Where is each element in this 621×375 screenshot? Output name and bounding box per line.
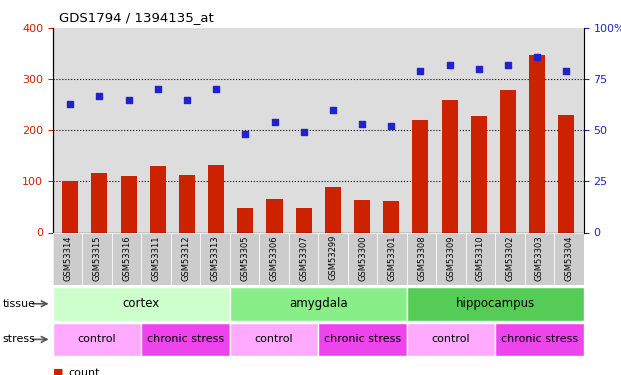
- Bar: [319, 232, 348, 285]
- Text: chronic stress: chronic stress: [501, 334, 578, 344]
- Point: [328, 107, 338, 113]
- Bar: [407, 287, 584, 321]
- Bar: [466, 232, 496, 285]
- Text: GSM53309: GSM53309: [446, 235, 455, 280]
- Bar: [179, 175, 195, 232]
- Point: [445, 62, 455, 68]
- Text: GSM53315: GSM53315: [93, 235, 101, 280]
- Bar: [171, 232, 200, 285]
- Point: [415, 68, 425, 74]
- Bar: [53, 322, 142, 356]
- Bar: [348, 232, 378, 285]
- Bar: [266, 199, 283, 232]
- Text: GSM53312: GSM53312: [181, 235, 190, 280]
- Bar: [471, 116, 487, 232]
- Bar: [407, 322, 496, 356]
- Point: [386, 123, 396, 129]
- Text: GSM53300: GSM53300: [358, 235, 367, 280]
- Bar: [525, 232, 555, 285]
- Text: tissue: tissue: [2, 299, 35, 309]
- Point: [211, 87, 221, 93]
- Text: ■: ■: [53, 368, 63, 375]
- Bar: [237, 209, 253, 232]
- Text: GSM53304: GSM53304: [564, 235, 573, 280]
- Point: [270, 119, 279, 125]
- Bar: [296, 208, 312, 232]
- Point: [65, 101, 75, 107]
- Bar: [200, 232, 230, 285]
- Bar: [289, 232, 319, 285]
- Point: [182, 97, 192, 103]
- Text: GDS1794 / 1394135_at: GDS1794 / 1394135_at: [59, 11, 214, 24]
- Bar: [437, 232, 466, 285]
- Bar: [62, 182, 78, 232]
- Point: [124, 97, 134, 103]
- Bar: [150, 166, 166, 232]
- Text: GSM53306: GSM53306: [270, 235, 278, 281]
- Text: amygdala: amygdala: [289, 297, 348, 310]
- Text: GSM53301: GSM53301: [388, 235, 396, 280]
- Bar: [529, 55, 545, 232]
- Text: stress: stress: [2, 334, 35, 344]
- Bar: [208, 165, 224, 232]
- Bar: [378, 232, 407, 285]
- Bar: [496, 322, 584, 356]
- Bar: [120, 176, 137, 232]
- Bar: [500, 90, 516, 232]
- Bar: [230, 322, 319, 356]
- Point: [561, 68, 571, 74]
- Bar: [442, 100, 458, 232]
- Text: GSM53299: GSM53299: [329, 235, 337, 280]
- Point: [532, 54, 542, 60]
- Bar: [260, 232, 289, 285]
- Bar: [91, 173, 107, 232]
- Text: GSM53314: GSM53314: [63, 235, 72, 280]
- Bar: [142, 232, 171, 285]
- Text: chronic stress: chronic stress: [324, 334, 401, 344]
- Text: control: control: [255, 334, 293, 344]
- Bar: [407, 232, 437, 285]
- Text: GSM53308: GSM53308: [417, 235, 426, 281]
- Bar: [319, 322, 407, 356]
- Bar: [53, 287, 230, 321]
- Bar: [53, 232, 82, 285]
- Bar: [496, 232, 525, 285]
- Bar: [230, 232, 260, 285]
- Text: chronic stress: chronic stress: [147, 334, 224, 344]
- Bar: [82, 232, 112, 285]
- Text: control: control: [78, 334, 116, 344]
- Text: count: count: [68, 368, 100, 375]
- Text: GSM53313: GSM53313: [211, 235, 219, 281]
- Point: [357, 121, 367, 127]
- Text: control: control: [432, 334, 470, 344]
- Text: hippocampus: hippocampus: [456, 297, 535, 310]
- Point: [503, 62, 513, 68]
- Bar: [558, 115, 574, 232]
- Point: [299, 129, 309, 135]
- Bar: [555, 232, 584, 285]
- Point: [240, 131, 250, 137]
- Point: [94, 93, 104, 99]
- Text: GSM53316: GSM53316: [122, 235, 131, 281]
- Bar: [112, 232, 142, 285]
- Text: GSM53303: GSM53303: [535, 235, 544, 281]
- Text: GSM53302: GSM53302: [505, 235, 514, 280]
- Bar: [412, 120, 428, 232]
- Text: GSM53307: GSM53307: [299, 235, 308, 281]
- Text: GSM53305: GSM53305: [240, 235, 249, 280]
- Text: cortex: cortex: [123, 297, 160, 310]
- Text: GSM53310: GSM53310: [476, 235, 485, 280]
- Bar: [230, 287, 407, 321]
- Text: GSM53311: GSM53311: [152, 235, 160, 280]
- Bar: [383, 201, 399, 232]
- Point: [153, 87, 163, 93]
- Bar: [142, 322, 230, 356]
- Bar: [354, 200, 370, 232]
- Bar: [325, 186, 341, 232]
- Point: [474, 66, 484, 72]
